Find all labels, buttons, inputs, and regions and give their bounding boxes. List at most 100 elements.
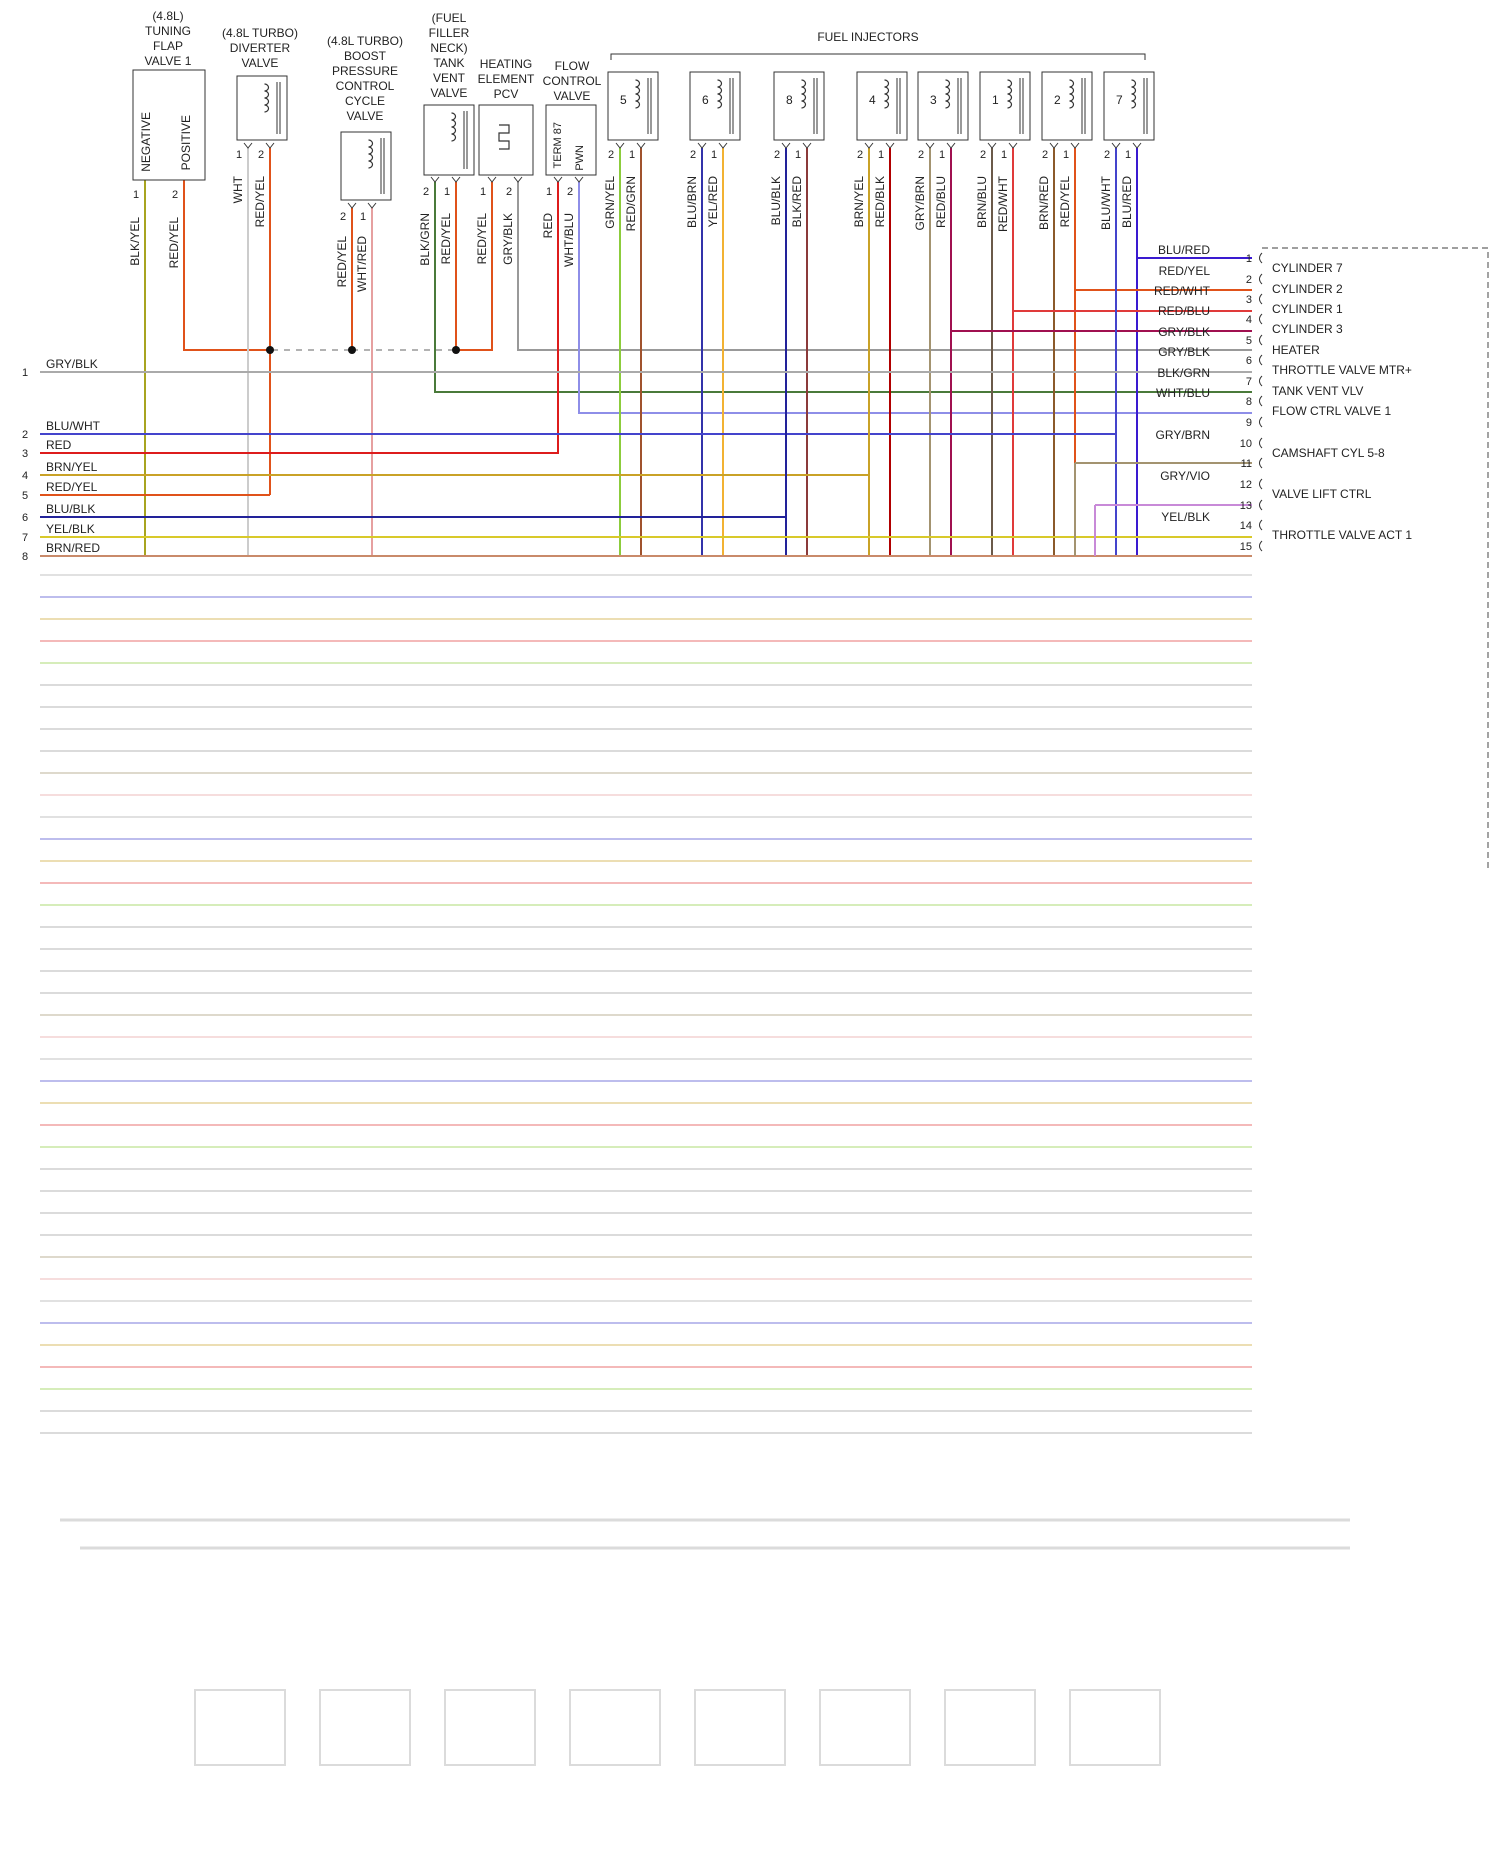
splice-dot <box>348 346 356 354</box>
pin-name-term87: TERM 87 <box>552 122 564 168</box>
wire-label: GRY/BLK <box>501 213 515 265</box>
right-pin-number: 13 <box>1240 500 1252 512</box>
wire-label: YEL/RED <box>706 176 720 228</box>
fuel-injector-5 <box>607 71 659 141</box>
left-pin-number: 1 <box>22 367 28 379</box>
pin-arrow <box>885 142 895 149</box>
wire-label: RED/YEL <box>439 213 453 265</box>
right-pin-name: CYLINDER 7 <box>1272 261 1343 275</box>
coil-winding <box>264 83 270 113</box>
right-pin-number: 11 <box>1241 458 1252 470</box>
coil-winding <box>717 79 723 109</box>
injector-number: 5 <box>620 93 627 107</box>
right-pin-number: 2 <box>1246 274 1252 286</box>
coil-winding <box>1069 79 1075 109</box>
connector-pin <box>1259 334 1263 346</box>
pin-arrow <box>574 176 584 183</box>
wire-label: RED/YEL <box>475 213 489 265</box>
connector-pin <box>1259 499 1263 511</box>
pin-name-negative: NEGATIVE <box>139 112 153 172</box>
connector-pin <box>1259 457 1263 469</box>
right-wire-label: RED/BLU <box>1158 304 1210 318</box>
pin-name-pwn: PWN <box>574 145 586 171</box>
pin-arrow <box>1132 142 1142 149</box>
right-pin-name: THROTTLE VALVE MTR+ <box>1272 363 1412 377</box>
injector-number: 1 <box>992 93 999 107</box>
injectors-label: FUEL INJECTORS <box>817 30 918 44</box>
right-pin-number: 6 <box>1246 355 1252 367</box>
left-wire-label: YEL/BLK <box>46 522 95 536</box>
pin-arrow <box>487 176 497 183</box>
coil-winding <box>635 79 641 109</box>
tank-vent-valve-coil <box>423 104 475 176</box>
splice-dot <box>266 346 274 354</box>
pin-number: 1 <box>878 149 884 161</box>
coil-frame <box>423 104 475 176</box>
connector-pin <box>1259 478 1263 490</box>
pin-number: 1 <box>939 149 945 161</box>
component-title: TANK <box>433 56 464 70</box>
right-pin-name: CYLINDER 1 <box>1272 302 1343 316</box>
pin-arrow <box>553 176 563 183</box>
right-pin-number: 12 <box>1240 479 1252 491</box>
pin-arrow <box>430 176 440 183</box>
pin-arrow <box>1049 142 1059 149</box>
wire-red-yel <box>456 182 493 351</box>
component-title: (FUEL <box>432 11 467 25</box>
wire-red-wht <box>1012 148 1252 312</box>
right-wire-label: RED/WHT <box>1154 284 1211 298</box>
left-pin-number: 7 <box>22 532 28 544</box>
diverter-valve-coil <box>236 75 288 141</box>
pin-number: 2 <box>423 186 429 198</box>
component-title: VALVE <box>347 109 384 123</box>
pin-number: 2 <box>918 149 924 161</box>
fuel-injector-8 <box>773 71 825 141</box>
pin-number: 1 <box>1063 149 1069 161</box>
boost-valve-coil <box>340 131 392 201</box>
pin-number: 1 <box>1001 149 1007 161</box>
right-pin-number: 4 <box>1246 314 1252 326</box>
right-pin-number: 5 <box>1246 335 1252 347</box>
injector-number: 8 <box>786 93 793 107</box>
left-pin-number: 4 <box>22 470 28 482</box>
wire-blu-wht <box>40 148 1117 435</box>
pin-number: 2 <box>1104 149 1110 161</box>
heating-element-box <box>478 104 534 176</box>
wire-label: BLU/BRN <box>685 176 699 228</box>
right-pin-number: 1 <box>1246 253 1252 265</box>
connector-pin <box>1259 416 1263 428</box>
right-wire-label: BLU/RED <box>1158 243 1210 257</box>
right-pin-number: 15 <box>1240 541 1252 553</box>
wire-blu-red <box>1136 148 1252 259</box>
component-title: VALVE 1 <box>145 54 192 68</box>
wire-layer <box>40 148 1252 557</box>
left-pin-number: 2 <box>22 429 28 441</box>
connector-pin <box>1259 273 1263 285</box>
pin-arrow <box>636 142 646 149</box>
wire-blk-grn <box>434 182 1252 393</box>
pin-arrow <box>265 142 275 149</box>
right-pin-number: 9 <box>1246 417 1252 429</box>
wire-label: GRY/BRN <box>913 176 927 230</box>
pin-name-positive: POSITIVE <box>179 115 193 170</box>
faded-coil-box <box>569 1689 661 1766</box>
pin-number: 1 <box>629 149 635 161</box>
faded-coil-box <box>319 1689 411 1766</box>
wire-label: BRN/RED <box>1037 176 1051 230</box>
faded-coil-box <box>194 1689 286 1766</box>
coil-frame <box>773 71 825 141</box>
component-title: (4.8L) <box>152 9 183 23</box>
wire-red-yel <box>1074 148 1252 291</box>
component-title: TUNING <box>145 24 191 38</box>
component-title: ELEMENT <box>478 72 535 86</box>
component-title: FILLER <box>429 26 470 40</box>
wire-label: BRN/BLU <box>975 176 989 228</box>
left-wire-label: BLU/BLK <box>46 502 95 516</box>
component-title: BOOST <box>344 49 387 63</box>
wire-label: RED/WHT <box>996 175 1010 232</box>
right-pin-name: HEATER <box>1272 343 1320 357</box>
wire-label: RED/YEL <box>167 217 181 269</box>
wire-label: WHT/RED <box>355 236 369 292</box>
component-title: (4.8L TURBO) <box>327 34 403 48</box>
